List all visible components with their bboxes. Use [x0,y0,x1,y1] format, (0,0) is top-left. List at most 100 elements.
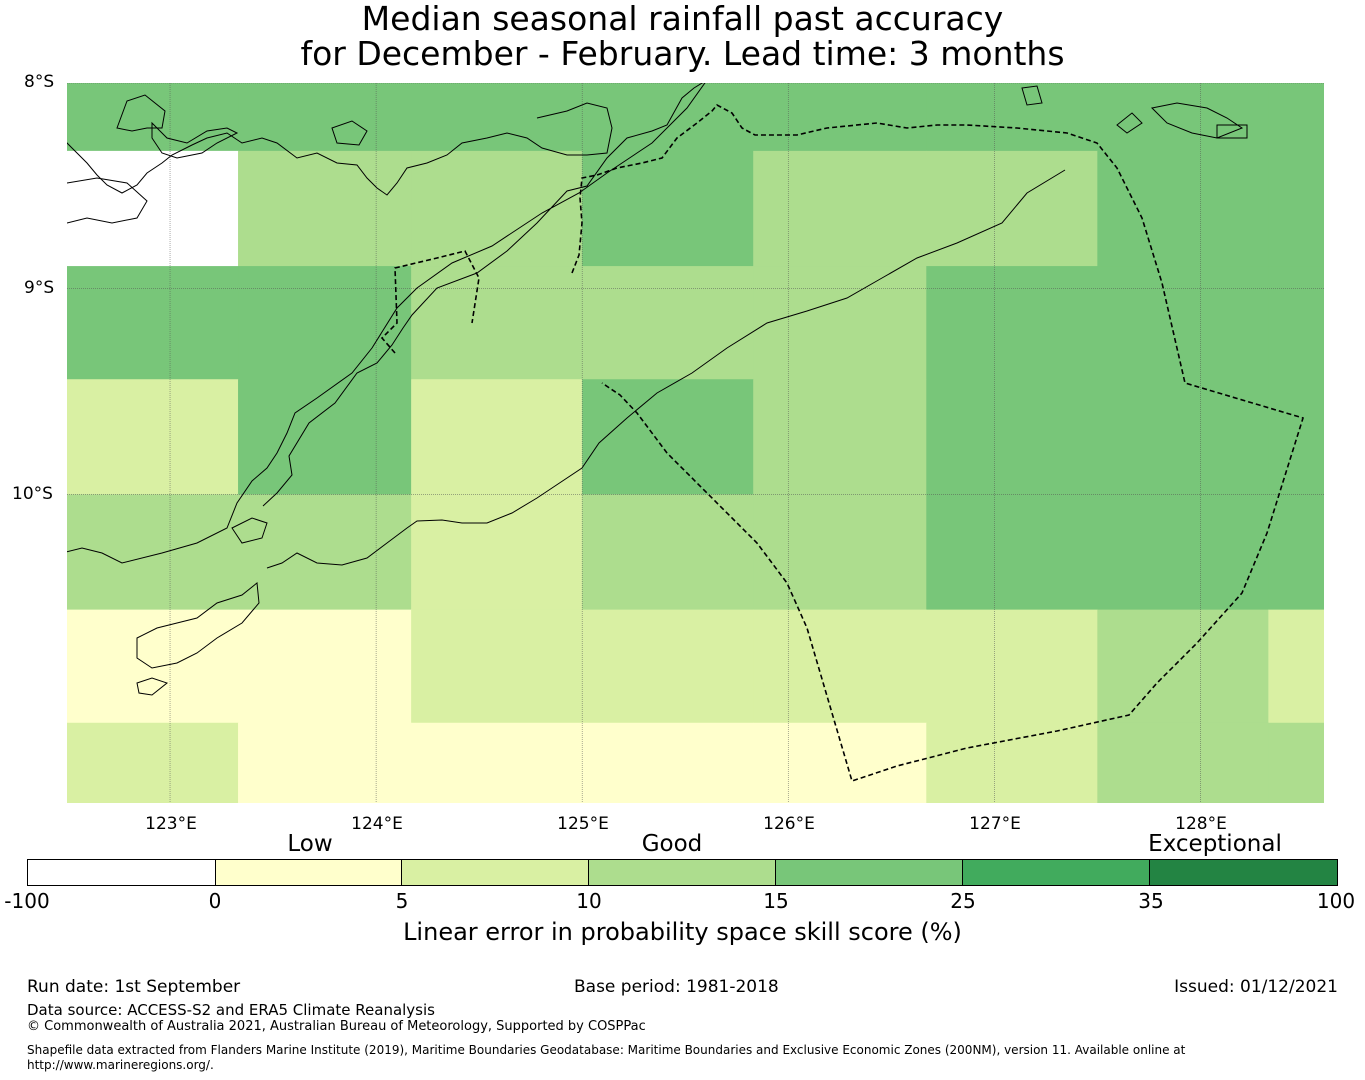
eez-boundaries [380,103,1305,783]
skill-cell [411,83,583,152]
copyright: © Commonwealth of Australia 2021, Austra… [27,1019,646,1034]
timor-coastline [67,83,706,564]
skill-cell [753,379,927,495]
skill-cell [1268,494,1324,611]
skill-cell [1268,722,1324,803]
skill-cell [1268,609,1324,724]
skill-cell [411,494,583,611]
category-label-good: Good [641,831,703,857]
savu-coastline [136,582,260,669]
skill-cells [67,83,1324,803]
island-coastline-2 [331,120,368,146]
colorbar-tick: 25 [950,889,976,913]
skill-cell [753,722,927,803]
skill-cell [238,83,412,152]
skill-cell [1097,266,1269,380]
island-coastline-6 [1021,85,1043,106]
skill-cell [238,379,412,495]
skill-cell [238,150,412,267]
colorbar-segment-5 [775,860,963,885]
skill-cell [582,609,754,724]
lon-label-123e: 123°E [145,814,197,834]
skill-map [67,83,1324,803]
lat-label-9s: 9°S [24,278,55,298]
category-label-low: Low [287,831,333,857]
rote-coastline [136,677,169,696]
skill-cell [753,83,927,152]
skill-cell [753,609,927,724]
skill-cell [926,266,1098,380]
skill-cell [411,379,583,495]
skill-cell [67,266,239,380]
lat-label-10s: 10°S [12,484,53,504]
sumba-east-coastline [67,177,148,224]
skill-cell [411,609,583,724]
skill-cell [582,266,754,380]
skill-cell [582,494,754,611]
base-period: Base period: 1981-2018 [574,977,779,997]
skill-cell [753,266,927,380]
skill-map-svg [67,83,1324,803]
colorbar-segment-4 [589,860,776,885]
colorbar [27,859,1338,886]
skill-cell [1097,83,1269,152]
graticule [67,83,1324,803]
skill-cell [926,150,1098,267]
skill-cell [238,494,412,611]
skill-cell [1268,266,1324,380]
skill-cell [67,722,239,803]
skill-cell [67,83,239,152]
colorbar-tick: 100 [1316,889,1356,913]
skill-cell [926,83,1098,152]
eez-boundary-oecusse [380,250,480,354]
skill-cell [1268,379,1324,495]
island-coastline-4 [1116,112,1143,134]
lon-label-126e: 126°E [763,814,815,834]
lon-label-124e: 124°E [351,814,403,834]
skill-cell [411,266,583,380]
island-coastline-1 [151,121,239,159]
skill-cell [67,494,239,611]
skill-cell [1097,494,1269,611]
skill-cell [238,266,412,380]
colorbar-segment-1 [28,860,216,885]
skill-cell [67,609,239,724]
skill-cell [1268,150,1324,267]
lon-label-125e: 125°E [557,814,609,834]
colorbar-tick: 35 [1138,889,1164,913]
colorbar-segment-7 [1150,860,1338,885]
run-date: Run date: 1st September [27,977,241,997]
skill-cell [753,494,927,611]
island-coastline-3 [1150,102,1244,139]
island-coastline-5 [1216,124,1248,139]
colorbar-segment-2 [215,860,403,885]
skill-cell [238,722,412,803]
skill-cell [238,609,412,724]
north-island-coastline [67,102,613,196]
skill-cell [1097,150,1269,267]
shapefile-credit: Shapefile data extracted from Flanders M… [27,1043,1186,1072]
skill-cell [1097,379,1269,495]
skill-cell [67,379,239,495]
skill-cell [926,722,1098,803]
colorbar-tick: 10 [576,889,602,913]
skill-cell [1097,609,1269,724]
skill-cell [1097,722,1269,803]
chart-title-line-1: Median seasonal rainfall past accuracy [361,0,1004,38]
timor-south-coastline [266,169,1066,569]
eez-boundary-east-timor [571,103,1305,783]
skill-cell [753,150,927,267]
colorbar-tick: 0 [208,889,222,913]
skill-cell [411,722,583,803]
skill-cell [926,609,1098,724]
skill-cell [582,379,754,495]
skill-cell [582,722,754,803]
colorbar-tick: 5 [395,889,409,913]
skill-cell [582,150,754,267]
colorbar-segment-6 [962,860,1151,885]
alor-coastline [116,94,166,132]
skill-cell [926,379,1098,495]
lat-label-8s: 8°S [24,72,55,92]
skill-cell [926,494,1098,611]
skill-cell [582,83,754,152]
